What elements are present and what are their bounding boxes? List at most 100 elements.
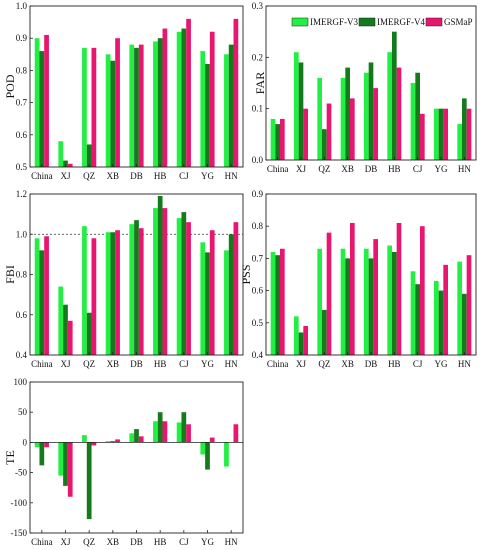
bar-imergf-v4-db (134, 220, 139, 355)
bar-gsmap-xj (303, 326, 308, 355)
x-tick-label: DB (130, 171, 143, 181)
bar-imergf-v4-hb (157, 412, 163, 443)
y-tick-label: 0.6 (16, 310, 28, 320)
bar-gsmap-hn (233, 424, 239, 443)
bar-imergf-v4-yg (438, 290, 444, 355)
bar-imergf-v4-cj (181, 212, 187, 355)
y-tick-label: 0.7 (252, 253, 264, 263)
bar-imergf-v4-hn (462, 98, 467, 160)
bar-imergf-v4-china (275, 255, 280, 355)
x-tick-label: HB (388, 359, 401, 369)
y-tick-label: 0.9 (252, 189, 264, 199)
bar-imergf-v4-xj (298, 62, 304, 160)
bar-imergf-v4-yg (205, 63, 210, 167)
bars (270, 222, 472, 355)
x-tick-label: YG (201, 359, 214, 369)
x-tick-label: China (31, 359, 53, 369)
y-axis-label: TE (3, 450, 17, 465)
bar-imergf-v4-cj (415, 72, 420, 160)
x-tick-label: XB (341, 359, 354, 369)
bar-imergf-v3-china (270, 251, 276, 355)
bar-imergf-v4-qz (322, 129, 327, 160)
y-tick-label: 1.0 (16, 1, 28, 11)
bar-imergf-v4-xb (110, 441, 116, 443)
y-tick-label: 0.0 (252, 155, 264, 165)
panel-pss: 0.4 0.5 0.6 0.7 0.8 0.9 China XJ QZ XB DB HB CJ YG HN P… (239, 189, 477, 369)
bar-imergf-v4-xj (63, 304, 68, 355)
bar-imergf-v3-db (364, 248, 369, 355)
bar-imergf-v4-xj (298, 332, 304, 355)
bar-gsmap-hn (466, 108, 472, 160)
y-tick-label: 0.5 (252, 318, 264, 328)
bar-gsmap-db (138, 44, 144, 167)
bar-imergf-v3-china (270, 118, 276, 160)
bar-imergf-v4-yg (205, 252, 210, 355)
y-tick-label: -150 (11, 528, 28, 538)
bar-imergf-v3-xj (58, 141, 64, 167)
bar-gsmap-yg (209, 437, 215, 443)
panel-te: -150 -100 -50 0 50 100 China XJ QZ XB DB HB CJ YG HN TE (3, 377, 244, 547)
y-tick-label: 0.1 (252, 104, 263, 114)
bar-imergf-v3-china (34, 442, 40, 448)
x-tick-label: QZ (83, 171, 95, 181)
bar-gsmap-xj (303, 108, 308, 160)
bar-imergf-v3-cj (410, 83, 416, 160)
bar-gsmap-china (44, 34, 49, 167)
bar-gsmap-hn (466, 255, 472, 355)
bar-imergf-v3-qz (317, 248, 322, 355)
x-tick-label: China (267, 164, 289, 174)
x-tick-label: DB (130, 537, 143, 547)
bar-imergf-v4-china (39, 51, 45, 167)
bar-gsmap-xb (115, 38, 120, 167)
x-tick-label: CJ (413, 359, 423, 369)
bar-imergf-v3-db (129, 433, 135, 443)
y-tick-label: 0.4 (252, 350, 264, 360)
bar-imergf-v3-china (34, 38, 40, 167)
bar-gsmap-china (280, 118, 285, 160)
bar-imergf-v4-qz (322, 309, 327, 355)
bar-gsmap-xb (350, 98, 355, 160)
bar-imergf-v3-xb (105, 441, 111, 443)
bar-gsmap-xb (115, 439, 120, 443)
bar-imergf-v3-qz (82, 47, 87, 167)
bar-imergf-v4-db (134, 47, 139, 167)
bar-gsmap-yg (209, 230, 215, 355)
bar-gsmap-cj (186, 424, 191, 443)
bar-gsmap-cj (186, 222, 191, 355)
x-tick-label: HN (225, 537, 238, 547)
y-axis-label: FBI (3, 265, 17, 284)
bar-imergf-v4-db (368, 62, 374, 160)
x-tick-label: XJ (296, 164, 306, 174)
bar-gsmap-db (138, 228, 144, 355)
y-tick-label: 1.2 (16, 189, 27, 199)
bar-imergf-v4-qz (86, 442, 92, 520)
bar-imergf-v4-hn (228, 234, 234, 355)
bar-gsmap-db (373, 88, 378, 160)
bar-imergf-v4-db (134, 429, 139, 443)
bar-imergf-v3-cj (176, 218, 182, 355)
x-tick-label: XB (107, 359, 120, 369)
bar-imergf-v3-hn (224, 442, 229, 467)
bar-imergf-v4-db (368, 258, 374, 355)
bar-gsmap-cj (420, 226, 425, 355)
bar-gsmap-xj (67, 320, 73, 355)
x-tick-label: HB (154, 537, 167, 547)
bar-imergf-v4-xb (345, 67, 350, 160)
bar-gsmap-china (280, 248, 285, 355)
bar-imergf-v3-xj (294, 316, 299, 355)
bar-gsmap-hb (162, 28, 168, 167)
x-tick-label: HB (388, 164, 401, 174)
bar-imergf-v3-yg (200, 242, 206, 355)
bar-imergf-v3-yg (200, 51, 206, 167)
bar-imergf-v4-qz (86, 312, 92, 355)
y-tick-label: 100 (14, 377, 28, 387)
bar-gsmap-yg (209, 31, 215, 167)
bar-imergf-v3-yg (434, 280, 439, 355)
bar-imergf-v3-hb (153, 208, 158, 355)
panel-pod: 0.5 0.6 0.7 0.8 0.9 1.0 China XJ QZ XB DB HB CJ YG HN P… (3, 1, 244, 181)
y-axis-label: FAR (253, 72, 267, 94)
x-tick-label: YG (201, 171, 214, 181)
bar-gsmap-qz (326, 103, 332, 160)
bar-imergf-v4-yg (438, 108, 444, 160)
x-tick-label: HB (154, 359, 167, 369)
